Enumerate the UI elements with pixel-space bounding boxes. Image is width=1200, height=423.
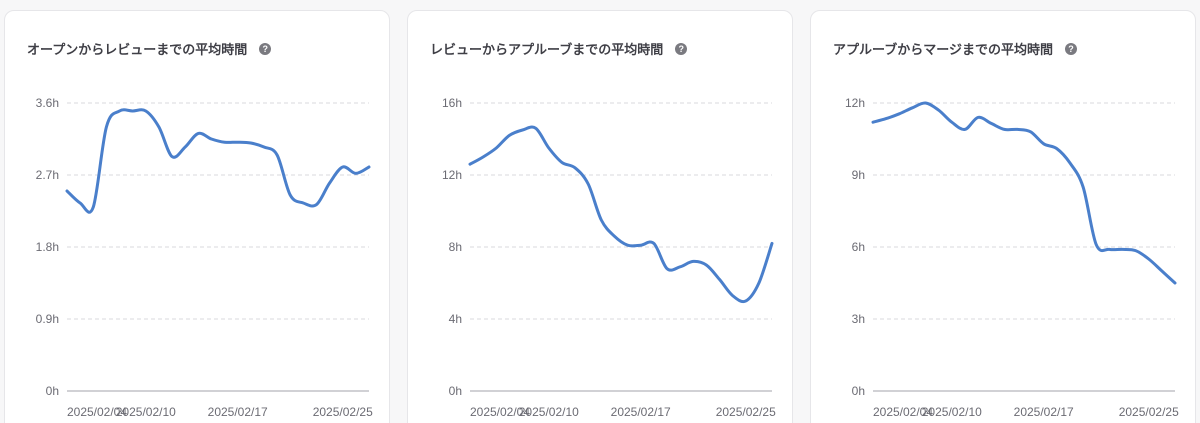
- y-tick-label: 12h: [442, 168, 462, 182]
- y-tick-label: 3h: [852, 312, 865, 326]
- chart-title: レビューからアプルーブまでの平均時間 ?: [430, 39, 688, 58]
- x-tick-label: 2025/02/04: [67, 405, 127, 419]
- y-tick-label: 6h: [852, 240, 865, 254]
- y-tick-label: 12h: [845, 96, 865, 110]
- help-icon[interactable]: ?: [675, 42, 688, 55]
- x-tick-label: 2025/02/10: [922, 405, 982, 419]
- chart-title-text: レビューからアプルーブまでの平均時間: [430, 42, 664, 57]
- y-tick-label: 8h: [449, 240, 462, 254]
- y-tick-label: 0h: [46, 384, 59, 398]
- x-tick-label: 2025/02/17: [208, 405, 268, 419]
- y-tick-label: 4h: [449, 312, 462, 326]
- y-tick-label: 9h: [852, 168, 865, 182]
- x-tick-label: 2025/02/17: [1014, 405, 1074, 419]
- y-tick-label: 0h: [852, 384, 865, 398]
- chart-title: アプルーブからマージまでの平均時間 ?: [833, 39, 1077, 58]
- x-tick-label: 2025/02/25: [313, 405, 373, 419]
- chart-title-text: オープンからレビューまでの平均時間: [27, 42, 248, 57]
- help-icon[interactable]: ?: [1064, 42, 1077, 55]
- x-tick-label: 2025/02/04: [873, 405, 933, 419]
- y-tick-label: 0.9h: [36, 312, 59, 326]
- chart-card-open-to-review: オープンからレビューまでの平均時間 ? 3.6h 2.7h 1.8h 0.9h 0h 20…: [4, 10, 390, 423]
- help-icon[interactable]: ?: [259, 42, 272, 55]
- chart-card-approve-to-merge: アプルーブからマージまでの平均時間 ? 12h 9h 6h 3h 0h 2025/02/0…: [810, 10, 1196, 423]
- y-tick-label: 1.8h: [36, 240, 59, 254]
- x-tick-label: 2025/02/10: [116, 405, 176, 419]
- y-tick-label: 0h: [449, 384, 462, 398]
- chart-card-review-to-approve: レビューからアプルーブまでの平均時間 ? 16h 12h 8h 4h 0h 2025/02…: [407, 10, 793, 423]
- series-line: [65, 108, 371, 214]
- chart-title: オープンからレビューまでの平均時間 ?: [27, 39, 272, 58]
- x-tick-label: 2025/02/25: [1119, 405, 1179, 419]
- x-tick-label: 2025/02/17: [611, 405, 671, 419]
- series-line: [468, 125, 774, 304]
- y-tick-label: 16h: [442, 96, 462, 110]
- series-line: [871, 101, 1177, 285]
- x-tick-label: 2025/02/04: [470, 405, 530, 419]
- y-tick-label: 2.7h: [36, 168, 59, 182]
- x-tick-label: 2025/02/25: [716, 405, 776, 419]
- chart-title-text: アプルーブからマージまでの平均時間: [833, 42, 1053, 57]
- y-tick-label: 3.6h: [36, 96, 59, 110]
- x-tick-label: 2025/02/10: [519, 405, 579, 419]
